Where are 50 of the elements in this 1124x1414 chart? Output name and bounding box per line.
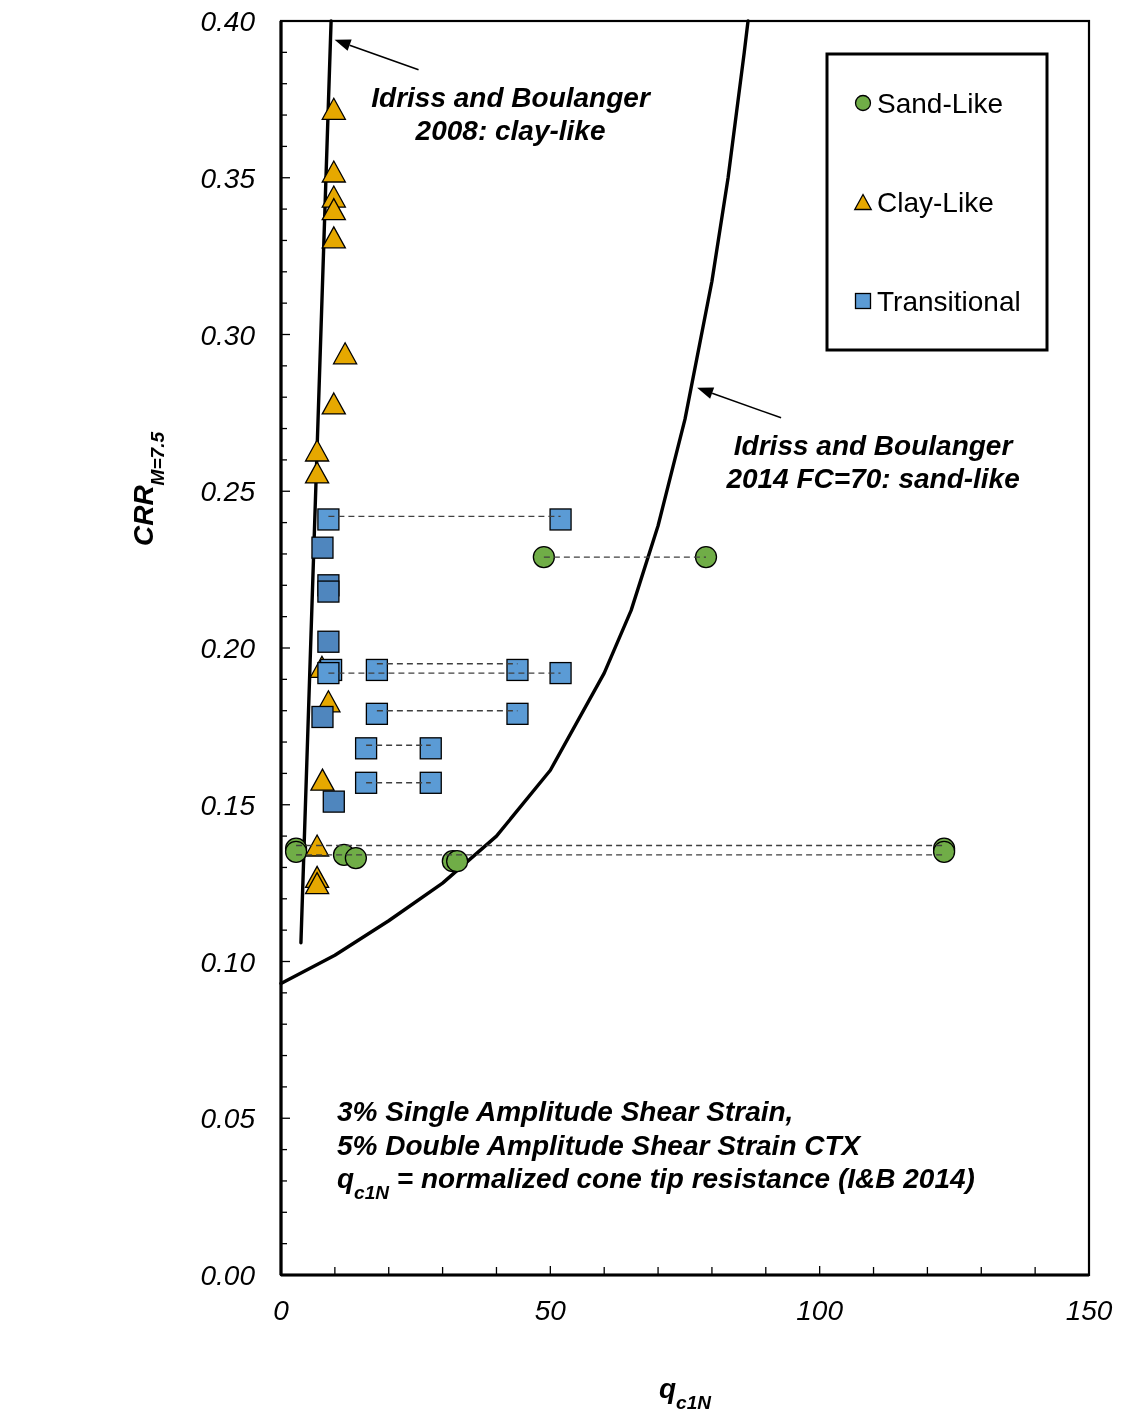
x-tick-label: 150 — [1065, 1295, 1113, 1326]
point — [365, 702, 389, 725]
point — [506, 702, 529, 725]
legend-label: Transitional — [877, 286, 1021, 318]
point — [344, 846, 368, 870]
point — [549, 508, 572, 531]
annotation: Idriss and Boulanger 2008: clay-like — [371, 81, 652, 146]
y-tick-label: 0.30 — [200, 319, 256, 351]
point — [311, 705, 334, 729]
point — [506, 658, 529, 682]
point — [311, 536, 334, 559]
point — [419, 737, 442, 760]
x-tick-label: 50 — [534, 1295, 567, 1326]
x-tick-label: 0 — [273, 1295, 290, 1326]
point — [321, 392, 346, 415]
y-tick-label: 0.10 — [200, 946, 256, 978]
point — [322, 790, 345, 813]
point — [304, 871, 330, 895]
y-tick-label: 0.35 — [200, 162, 256, 194]
y-tick-label: 0.40 — [200, 6, 256, 38]
y-tick-label: 0.20 — [200, 633, 256, 665]
point — [332, 342, 358, 365]
point — [532, 545, 556, 569]
point — [445, 850, 469, 873]
point — [321, 160, 346, 183]
y-tick-label: 0.15 — [200, 789, 256, 821]
point — [317, 630, 340, 653]
point — [365, 658, 389, 682]
legend-label: Clay-Like — [877, 187, 994, 219]
point — [321, 97, 346, 120]
y-tick-label: 0.05 — [200, 1103, 256, 1135]
annotation: 3% Single Amplitude Shear Strain, 5% Double Amplitude Shear Strain CTX q$_{c1N}$ = normalized cone tip resistance (I&B 2014) — [337, 1096, 975, 1203]
y-tick-label: 0.00 — [200, 1260, 256, 1292]
x-tick-label: 100 — [796, 1295, 844, 1326]
point — [304, 439, 330, 462]
point — [321, 197, 346, 221]
x-axis-title: q$_{c1N}$ — [658, 1373, 713, 1413]
point — [354, 737, 378, 760]
point — [317, 580, 340, 603]
point — [321, 226, 346, 249]
y-tick-label: 0.25 — [200, 476, 256, 508]
point — [354, 771, 378, 794]
legend-label: Sand-Like — [877, 88, 1004, 120]
point — [304, 461, 330, 484]
point — [549, 661, 572, 685]
point — [317, 508, 340, 531]
point — [694, 545, 718, 569]
annotation: Idriss and Boulanger 2014 FC=70: sand-like — [725, 429, 1020, 494]
point — [310, 768, 335, 791]
point — [419, 771, 442, 794]
